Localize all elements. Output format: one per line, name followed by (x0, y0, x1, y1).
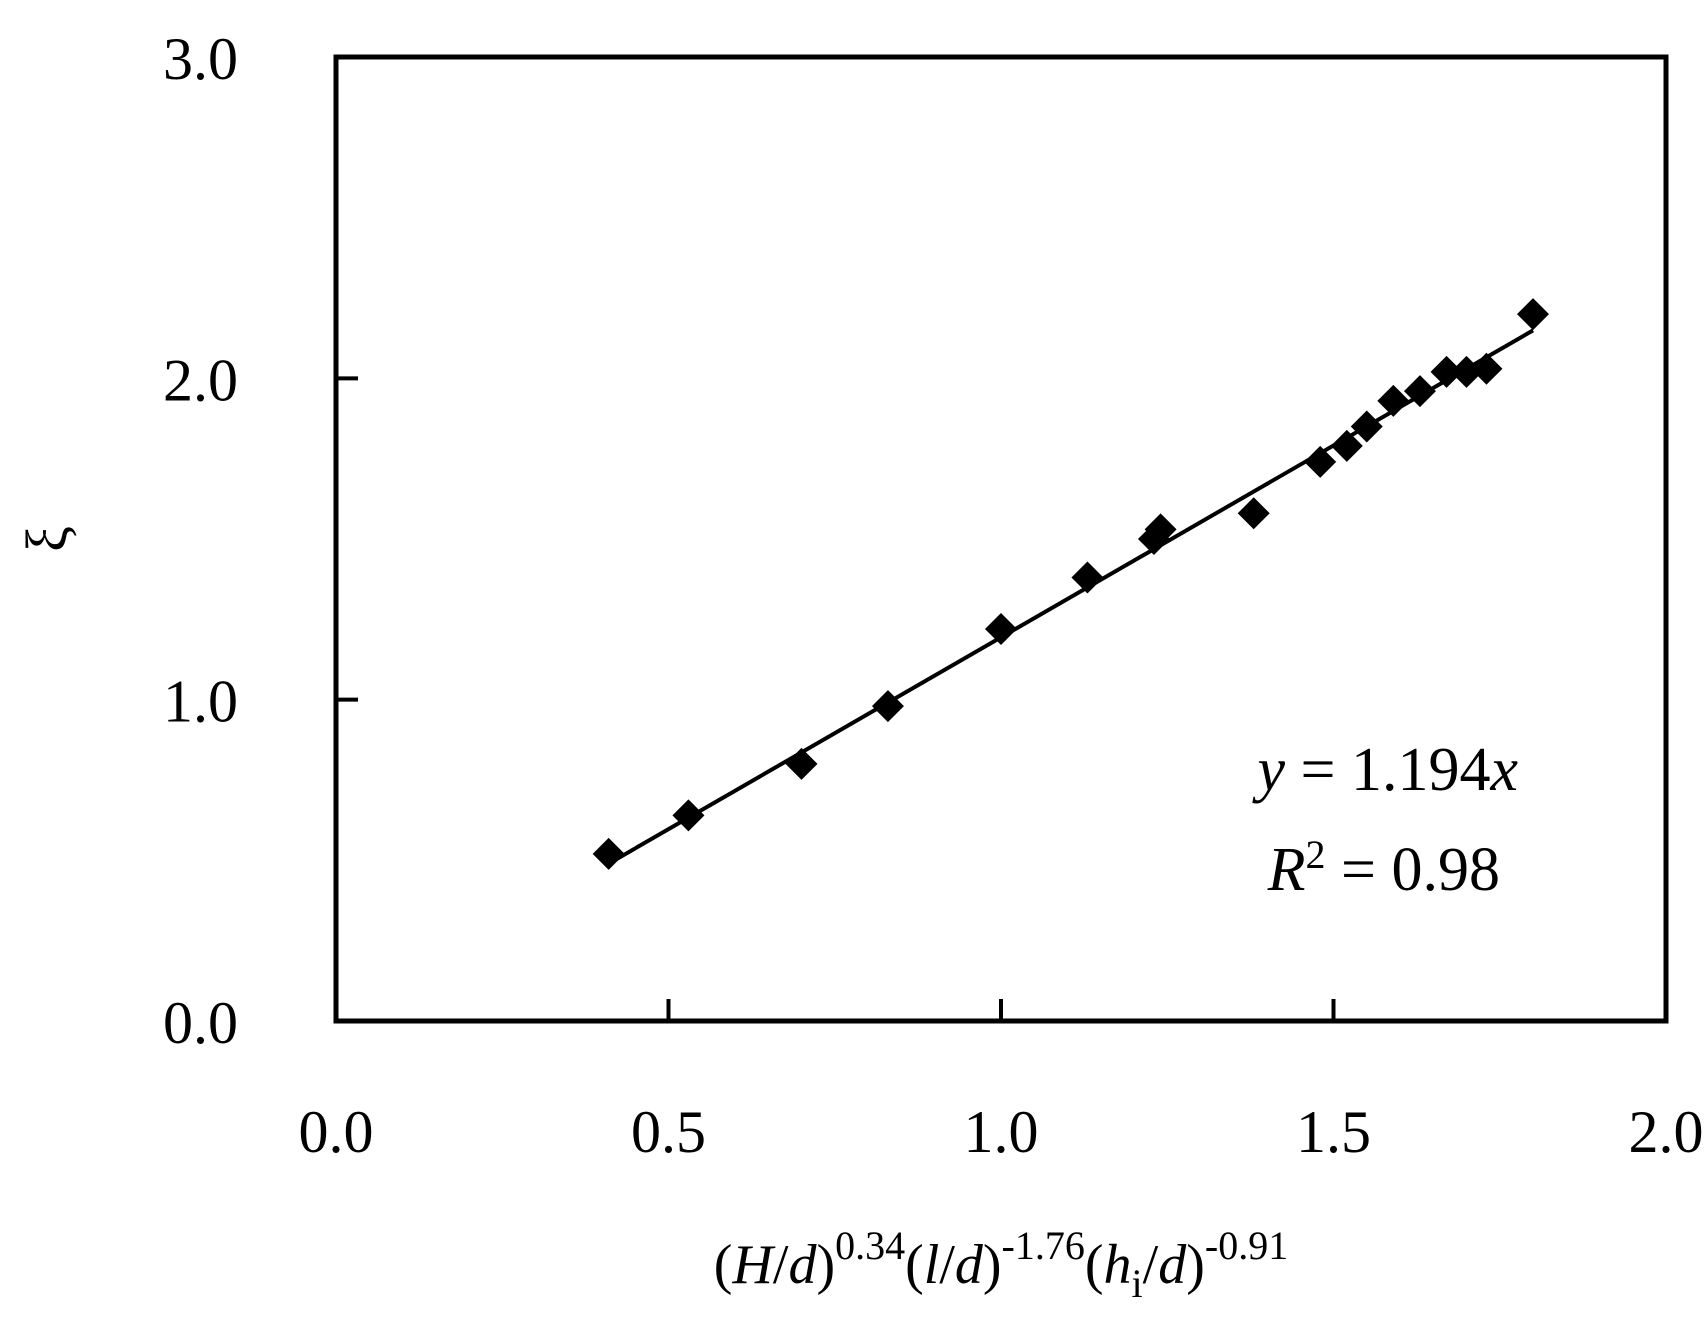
x-tick-label: 2.0 (1629, 1099, 1704, 1165)
data-point (1304, 445, 1337, 478)
y-tick-label: 0.0 (163, 990, 238, 1056)
equation-label: y = 1.194x (1251, 736, 1518, 804)
data-point (1330, 429, 1363, 462)
data-point (1403, 375, 1436, 408)
data-point (592, 837, 625, 870)
x-tick-label: 1.0 (964, 1099, 1039, 1165)
trend-line (607, 328, 1534, 866)
data-point (1470, 352, 1503, 385)
x-tick-label: 1.5 (1296, 1099, 1371, 1165)
x-axis-title: (H/d)0.34(l/d)-1.76(hi/d)-0.91 (714, 1223, 1288, 1306)
y-axis-title: ξ (14, 526, 79, 552)
data-point (1237, 497, 1270, 530)
data-point (1377, 384, 1410, 417)
data-point (785, 747, 818, 780)
data-point (1430, 355, 1463, 388)
data-point (672, 799, 705, 832)
x-tick-label: 0.0 (299, 1099, 374, 1165)
data-point (1071, 561, 1104, 594)
x-tick-label: 0.5 (631, 1099, 706, 1165)
data-point (1517, 298, 1549, 331)
data-point (1450, 355, 1483, 388)
y-tick-label: 1.0 (163, 669, 238, 735)
data-point (871, 690, 904, 723)
r-squared-label: R2 = 0.98 (1267, 832, 1500, 904)
data-point (1350, 410, 1383, 443)
data-point (985, 612, 1017, 645)
y-tick-label: 3.0 (163, 26, 238, 92)
data-point (1144, 513, 1177, 546)
y-tick-label: 2.0 (163, 347, 238, 413)
